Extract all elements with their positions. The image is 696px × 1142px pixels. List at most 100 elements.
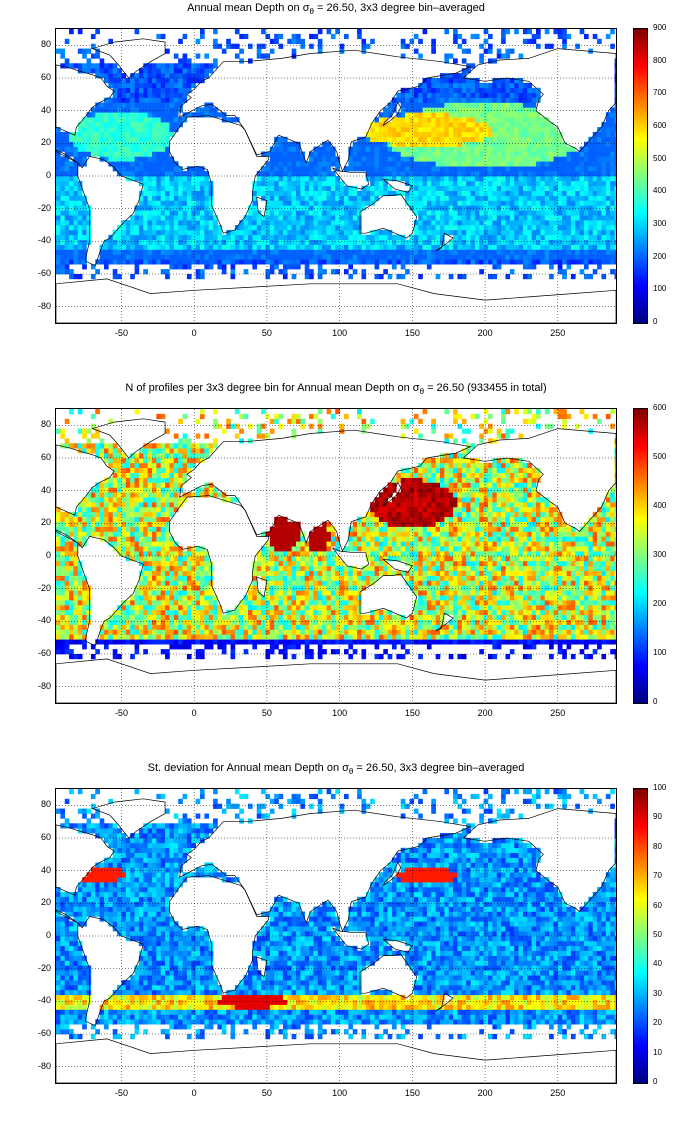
data-cell bbox=[78, 220, 83, 225]
data-cell bbox=[73, 259, 78, 264]
data-cell bbox=[174, 73, 179, 78]
data-cell bbox=[148, 235, 153, 240]
data-cell bbox=[65, 220, 70, 225]
data-cell bbox=[409, 254, 414, 259]
data-cell bbox=[69, 620, 74, 625]
data-cell bbox=[56, 615, 61, 620]
data-cell bbox=[104, 152, 109, 157]
data-cell bbox=[540, 171, 545, 176]
data-cell bbox=[252, 250, 257, 255]
data-cell bbox=[601, 152, 606, 157]
data-cell bbox=[82, 590, 87, 595]
data-cell bbox=[488, 186, 493, 191]
data-cell bbox=[104, 147, 109, 152]
data-cell bbox=[161, 230, 166, 235]
data-cell bbox=[161, 63, 166, 68]
x-tick-label: 100 bbox=[322, 328, 358, 338]
data-cell bbox=[161, 532, 166, 537]
data-cell bbox=[78, 605, 83, 610]
data-cell bbox=[492, 196, 497, 201]
data-cell bbox=[510, 225, 515, 230]
data-cell bbox=[73, 225, 78, 230]
data-cell bbox=[191, 443, 196, 448]
data-cell bbox=[588, 156, 593, 161]
data-cell bbox=[567, 196, 572, 201]
data-cell bbox=[270, 166, 275, 171]
data-cell bbox=[169, 161, 174, 166]
data-cell bbox=[187, 458, 192, 463]
data-cell bbox=[396, 254, 401, 259]
data-cell bbox=[283, 205, 288, 210]
data-cell bbox=[165, 215, 170, 220]
data-cell bbox=[87, 152, 92, 157]
data-cell bbox=[161, 546, 166, 551]
data-cell bbox=[575, 152, 580, 157]
data-cell bbox=[292, 34, 297, 39]
data-cell bbox=[532, 259, 537, 264]
data-cell bbox=[169, 507, 174, 512]
data-cell bbox=[327, 201, 332, 206]
data-cell bbox=[139, 600, 144, 605]
data-cell bbox=[104, 527, 109, 532]
data-cell bbox=[449, 127, 454, 132]
data-cell bbox=[409, 259, 414, 264]
data-cell bbox=[178, 117, 183, 122]
data-cell bbox=[244, 235, 249, 240]
data-cell bbox=[597, 171, 602, 176]
data-cell bbox=[392, 117, 397, 122]
data-cell bbox=[292, 152, 297, 157]
data-cell bbox=[73, 254, 78, 259]
data-cell bbox=[156, 103, 161, 108]
data-cell bbox=[588, 274, 593, 279]
data-cell bbox=[161, 215, 166, 220]
data-cell bbox=[558, 205, 563, 210]
data-cell bbox=[174, 107, 179, 112]
data-cell bbox=[593, 240, 598, 245]
data-cell bbox=[161, 137, 166, 142]
data-cell bbox=[148, 245, 153, 250]
data-cell bbox=[471, 259, 476, 264]
data-cell bbox=[143, 541, 148, 546]
data-cell bbox=[344, 230, 349, 235]
data-cell bbox=[536, 201, 541, 206]
data-cell bbox=[562, 210, 567, 215]
data-cell bbox=[492, 230, 497, 235]
data-cell bbox=[462, 254, 467, 259]
data-cell bbox=[383, 132, 388, 137]
data-cell bbox=[60, 132, 65, 137]
data-cell bbox=[156, 201, 161, 206]
data-cell bbox=[514, 127, 519, 132]
data-cell bbox=[471, 103, 476, 108]
data-cell bbox=[488, 98, 493, 103]
data-cell bbox=[527, 264, 532, 269]
data-cell bbox=[457, 152, 462, 157]
data-cell bbox=[510, 103, 515, 108]
data-cell bbox=[471, 78, 476, 83]
data-cell bbox=[366, 254, 371, 259]
data-cell bbox=[126, 161, 131, 166]
data-cell bbox=[610, 205, 615, 210]
data-cell bbox=[244, 225, 249, 230]
data-cell bbox=[270, 230, 275, 235]
data-cell bbox=[65, 419, 70, 424]
data-cell bbox=[139, 215, 144, 220]
data-cell bbox=[466, 68, 471, 73]
data-cell bbox=[305, 220, 310, 225]
data-cell bbox=[505, 225, 510, 230]
data-cell bbox=[161, 235, 166, 240]
data-cell bbox=[152, 507, 157, 512]
data-cell bbox=[567, 210, 572, 215]
data-cell bbox=[331, 250, 336, 255]
data-cell bbox=[327, 196, 332, 201]
data-cell bbox=[113, 98, 118, 103]
data-cell bbox=[178, 590, 183, 595]
data-cell bbox=[418, 117, 423, 122]
data-cell bbox=[514, 117, 519, 122]
data-cell bbox=[148, 615, 153, 620]
data-cell bbox=[56, 176, 61, 181]
data-cell bbox=[313, 186, 318, 191]
data-cell bbox=[108, 512, 113, 517]
data-cell bbox=[292, 142, 297, 147]
data-cell bbox=[91, 517, 96, 522]
data-cell bbox=[492, 186, 497, 191]
